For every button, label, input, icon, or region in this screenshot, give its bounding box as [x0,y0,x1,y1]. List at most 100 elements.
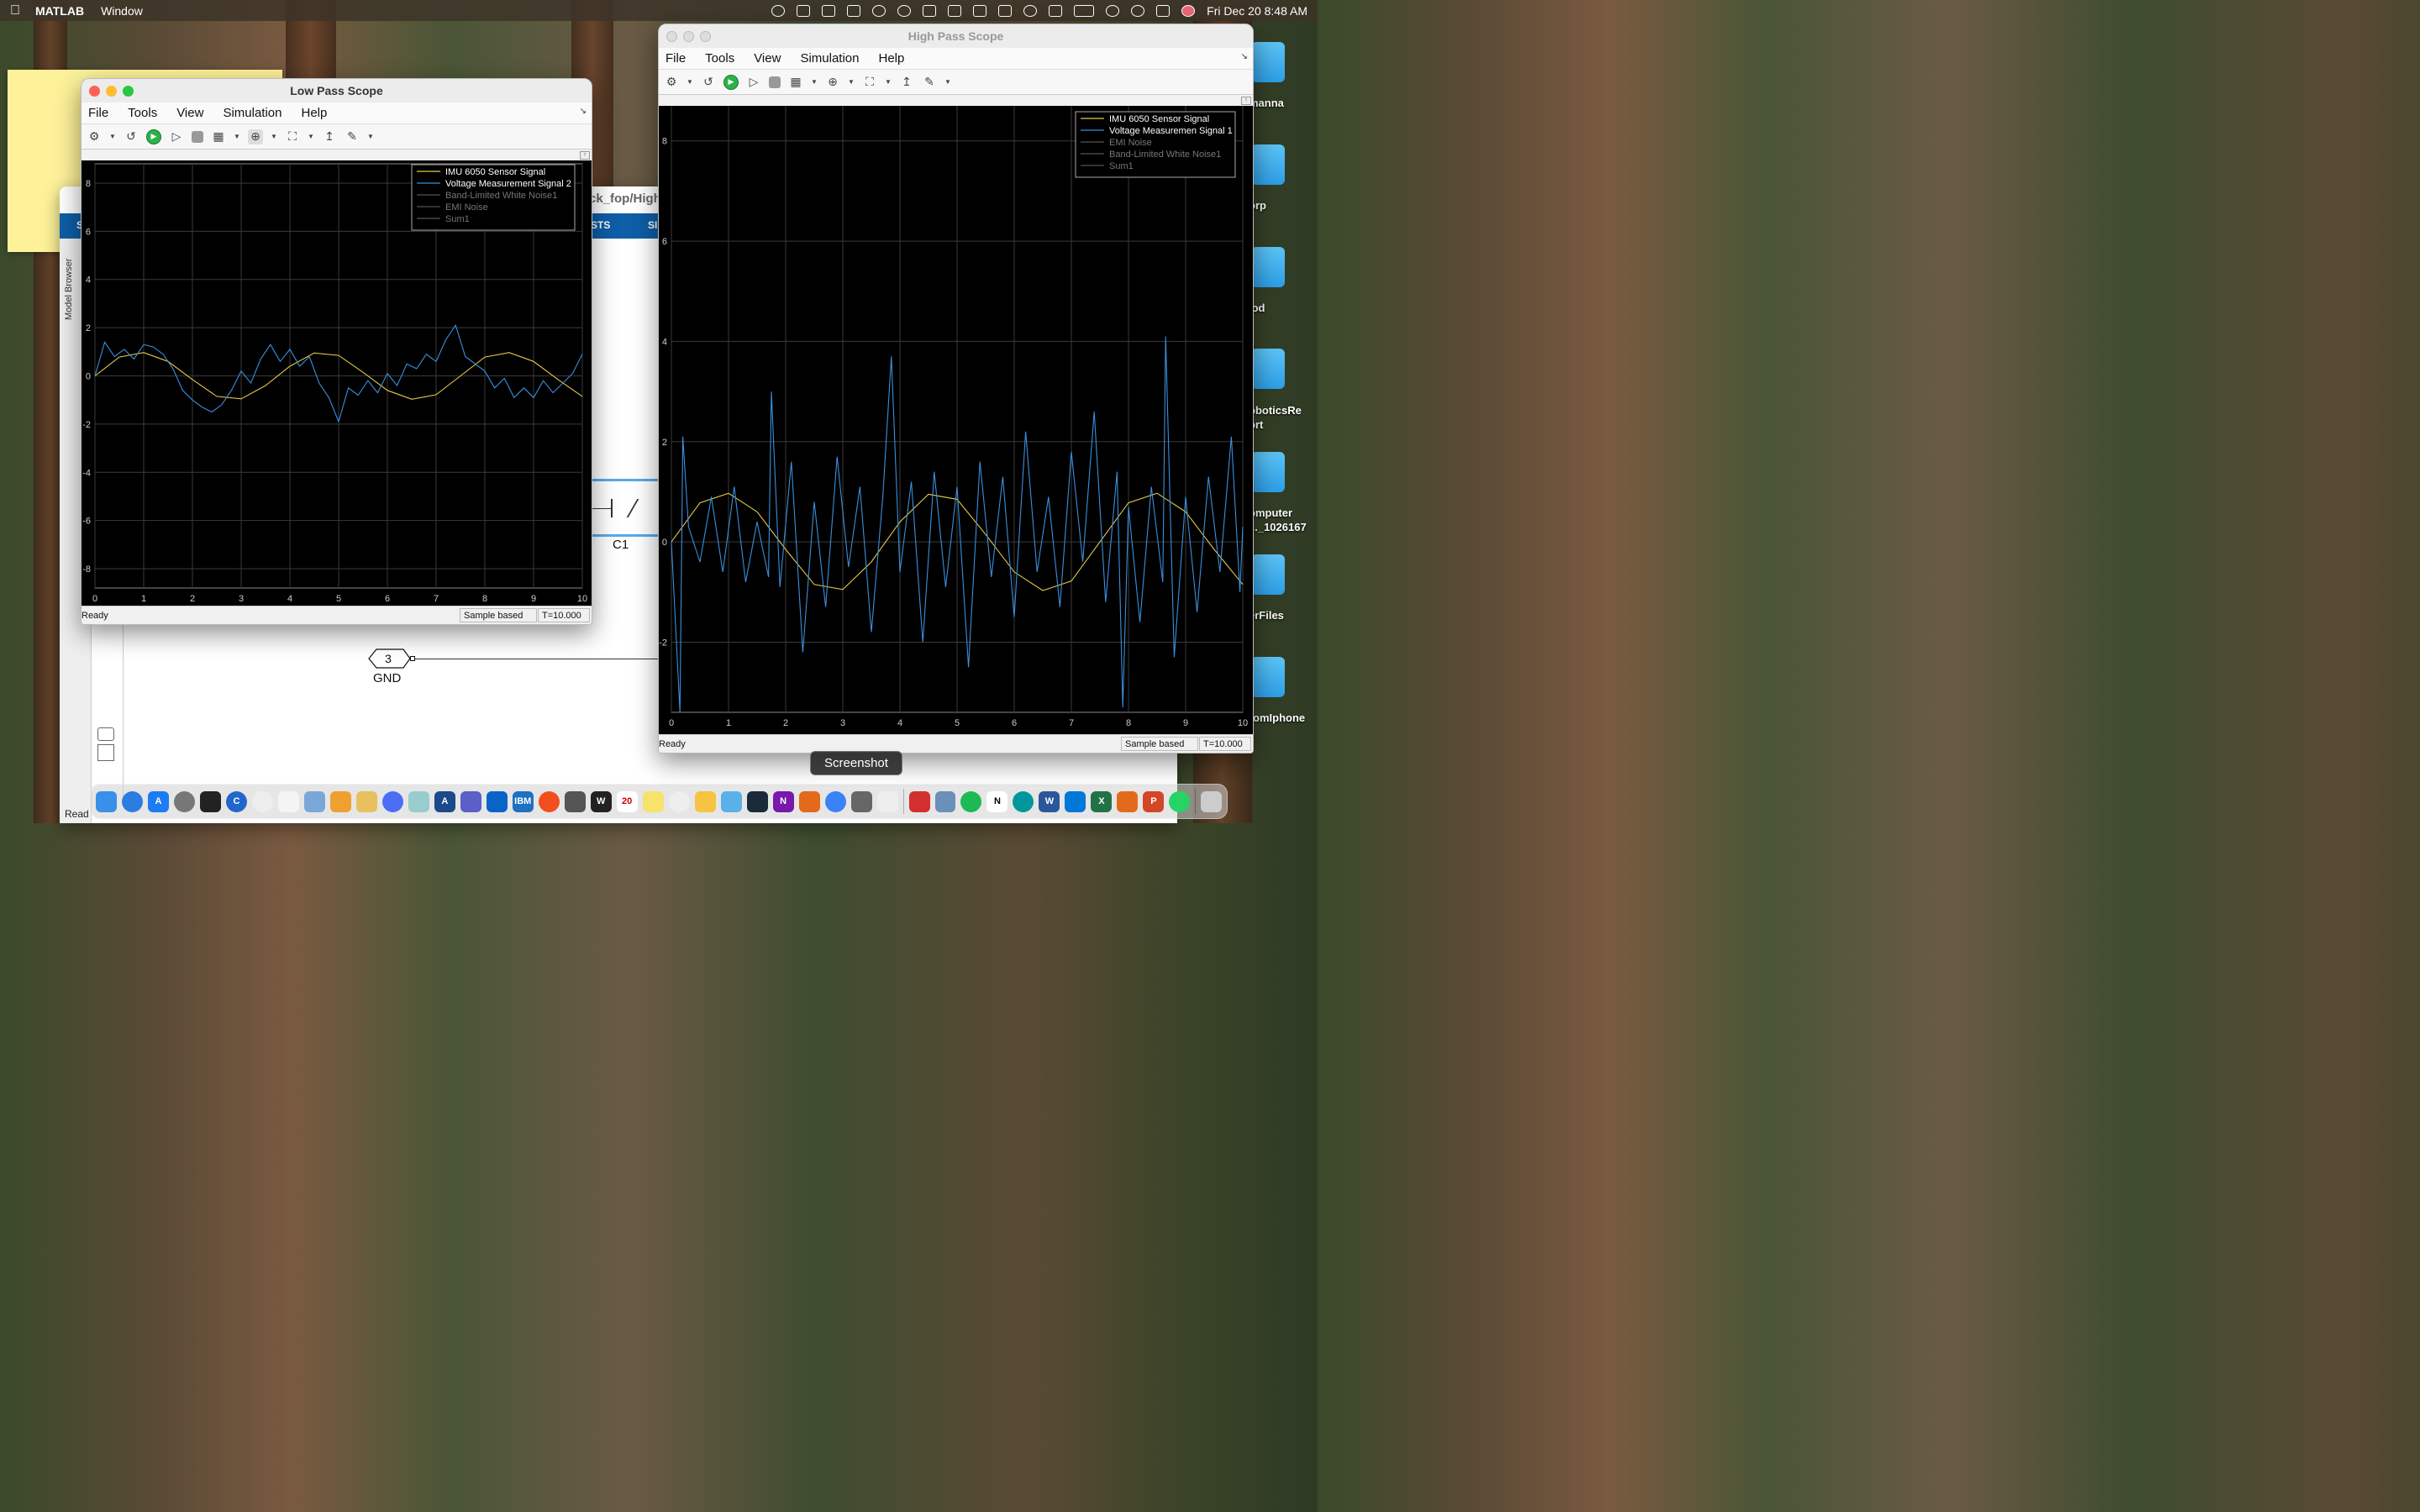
close-button[interactable] [89,86,100,97]
user-icon[interactable] [1023,4,1038,17]
folder-icon[interactable] [1251,144,1285,185]
high-pass-plot-area[interactable]: 0 1 2 3 4 5 6 7 8 9 10 8 6 4 2 0 -2 IMU 6050 Sensor Signa… [659,100,1253,735]
scope-titlebar[interactable]: Low Pass Scope [82,79,592,102]
notion-icon[interactable] [797,4,811,17]
minimize-button[interactable] [106,86,117,97]
triggers-icon[interactable]: ↥ [902,75,912,88]
measurement-icon[interactable]: ✎ [347,129,357,143]
terminal-icon[interactable] [199,790,221,812]
folder-icon[interactable] [1251,349,1285,389]
menu-simulation[interactable]: Simulation [223,106,282,120]
zoom-in-icon[interactable]: ⊕ [828,75,838,88]
menu-tools[interactable]: Tools [705,51,735,66]
high-pass-scope-window[interactable]: High Pass Scope File Tools View Simulati… [658,24,1254,753]
desktop-label[interactable]: manna [1249,97,1284,109]
run-button[interactable]: ▶ [146,129,161,144]
collapse-toolbar-icon[interactable]: ↘ [1240,52,1248,61]
menu-help[interactable]: Help [878,51,905,66]
chevron-down-icon[interactable]: ▼ [885,78,892,86]
ibm-icon[interactable]: IBM [512,790,534,812]
teams-dock-icon[interactable] [460,790,481,812]
chevron-down-icon[interactable]: ▼ [848,78,855,86]
openai-icon[interactable] [668,790,690,812]
siri-icon[interactable] [1181,4,1196,17]
step-back-icon[interactable]: ↺ [703,75,713,88]
sparkle-app-icon[interactable] [824,790,846,812]
c-app-icon[interactable]: C [225,790,247,812]
layout-icon[interactable] [97,744,114,761]
folder-icon[interactable] [1251,42,1285,82]
quilt-app-icon[interactable] [355,790,377,812]
minimize-button[interactable] [683,31,694,42]
menubar-clock[interactable]: Fri Dec 20 8:48 AM [1207,3,1307,18]
menu-help[interactable]: Help [301,106,328,120]
low-pass-plot-area[interactable]: 0 1 2 3 4 5 6 7 8 9 10 8 6 4 2 0 -2 -4 -6 -8 IMU 6050 Sensor… [82,160,592,607]
figma-icon[interactable] [538,790,560,812]
chatgpt-dock-icon[interactable] [408,790,429,812]
photo-app-icon[interactable] [934,790,956,812]
zoom-button[interactable] [700,31,711,42]
screenshot-icon[interactable] [850,790,872,812]
stop-button[interactable] [769,76,781,88]
folder-icon[interactable] [1251,554,1285,595]
model-browser-tab[interactable]: Model Browser [64,258,74,320]
desktop-label[interactable]: orp [1249,199,1266,212]
desktop-label[interactable]: romIphone [1249,711,1306,724]
signal-selector-icon[interactable]: ▦ [790,75,802,88]
fit-axes-icon[interactable]: ⛶ [288,129,297,143]
battery-icon[interactable] [1074,4,1095,17]
outlook-icon[interactable] [847,4,861,17]
word-icon[interactable]: W [1039,790,1060,812]
safari-icon[interactable] [121,790,143,812]
clockify-icon[interactable] [381,790,403,812]
spotify-icon[interactable] [960,790,982,812]
calculator-icon[interactable] [564,790,586,812]
ribbon-tab[interactable]: SI [648,219,658,231]
apple-icon[interactable]:  [10,3,20,18]
chrome-icon[interactable] [251,790,273,812]
eye-app-icon[interactable] [876,790,898,812]
chevron-down-icon[interactable]: ▼ [811,78,818,86]
preview-icon[interactable] [720,790,742,812]
display-icon[interactable] [1049,4,1063,17]
low-pass-chart[interactable]: 0 1 2 3 4 5 6 7 8 9 10 8 6 4 2 0 -2 -4 -6 -8 IMU 6050 Sensor… [82,160,592,607]
vscode-icon[interactable] [1065,790,1086,812]
menubar-app-name[interactable]: MATLAB [25,3,84,18]
system-settings-icon[interactable] [173,790,195,812]
chatgpt-icon[interactable] [771,4,786,17]
perplexity-icon[interactable] [746,790,768,812]
chevron-down-icon[interactable]: ▼ [944,78,951,86]
zoom-button[interactable] [123,86,134,97]
port-handle[interactable] [410,656,415,661]
collapse-toolbar-icon[interactable]: ↘ [579,107,587,116]
menubar-window[interactable]: Window [91,3,143,18]
chevron-down-icon[interactable]: ▼ [367,133,374,140]
wifi-icon[interactable] [1106,4,1120,17]
chevron-down-icon[interactable]: ▼ [687,78,693,86]
powerpoint-icon[interactable]: P [1143,790,1165,812]
brain-app-icon[interactable] [303,790,325,812]
notes-icon[interactable] [642,790,664,812]
camera-icon[interactable] [97,727,114,741]
gnd-port-block[interactable]: 3 [368,648,410,669]
window-icon[interactable] [973,4,987,17]
search-icon[interactable] [1131,4,1145,17]
drive-icon[interactable] [923,4,937,17]
onenote-icon[interactable]: N [772,790,794,812]
textedit-icon[interactable] [277,790,299,812]
zoom-in-icon[interactable]: ⊕ [248,129,263,144]
menu-simulation[interactable]: Simulation [800,51,860,66]
a-app-icon[interactable]: A [434,790,455,812]
pen-icon[interactable] [998,4,1013,17]
folder-icon[interactable] [1251,452,1285,492]
low-pass-scope-window[interactable]: Low Pass Scope File Tools View Simulatio… [81,78,592,625]
measurement-icon[interactable]: ✎ [924,75,934,88]
whatsapp-icon[interactable] [1169,790,1191,812]
launchpad-icon[interactable] [329,790,351,812]
menu-view[interactable]: View [754,51,781,66]
pencil-app-icon[interactable] [694,790,716,812]
step-back-icon[interactable]: ↺ [126,129,136,143]
cloud-icon[interactable] [897,4,912,17]
trash-icon[interactable] [1201,790,1223,812]
menu-tools[interactable]: Tools [128,106,158,120]
